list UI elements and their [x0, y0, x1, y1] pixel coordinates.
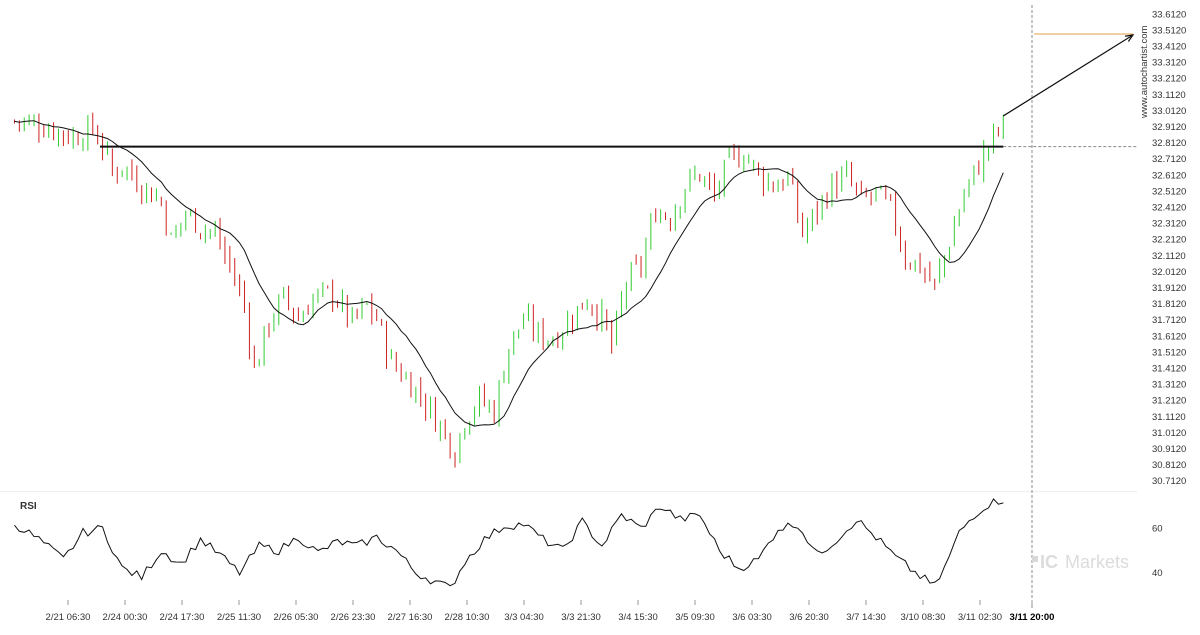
price-tick-label: 32.1120	[1152, 251, 1186, 262]
time-label: 2/26 23:30	[331, 612, 376, 623]
price-tick-label: 31.2120	[1152, 396, 1186, 407]
price-tick-label: 30.8120	[1152, 460, 1186, 471]
time-label: 2/24 00:30	[103, 612, 148, 623]
moving-average-line	[14, 120, 1004, 427]
price-tick-label: 33.3120	[1152, 58, 1186, 69]
rsi-panel: RSI 60 40	[14, 498, 1163, 587]
price-tick-label: 31.6120	[1152, 331, 1186, 342]
time-label-current: 3/11 20:00	[1010, 612, 1055, 623]
brand-watermark: IC Markets	[1032, 552, 1129, 572]
time-label: 3/3 21:30	[561, 612, 601, 623]
time-label: 3/5 09:30	[675, 612, 715, 623]
price-tick-label: 30.7120	[1152, 476, 1186, 487]
time-label: 2/21 06:30	[46, 612, 91, 623]
time-label: 2/28 10:30	[445, 612, 490, 623]
price-tick-label: 31.0120	[1152, 428, 1186, 439]
price-tick-label: 33.1120	[1152, 90, 1186, 101]
rsi-tick-label: 40	[1152, 568, 1163, 579]
moving-average	[14, 120, 1004, 427]
time-label: 3/7 14:30	[846, 612, 886, 623]
rsi-tick-label: 60	[1152, 523, 1163, 534]
price-tick-label: 32.6120	[1152, 170, 1186, 181]
price-tick-label: 33.2120	[1152, 74, 1186, 85]
price-tick-label: 32.7120	[1152, 154, 1186, 165]
forecast-arrow	[1002, 34, 1134, 117]
price-tick-label: 32.3120	[1152, 219, 1186, 230]
price-tick-label: 32.8120	[1152, 138, 1186, 149]
price-tick-label: 33.4120	[1152, 42, 1186, 53]
price-tick-label: 31.3120	[1152, 380, 1186, 391]
time-label: 2/24 17:30	[160, 612, 205, 623]
price-tick-label: 33.6120	[1152, 9, 1186, 20]
price-axis: 33.6120 33.5120 33.4120 33.3120 33.2120 33.11…	[1152, 9, 1186, 487]
price-tick-label: 33.5120	[1152, 25, 1186, 36]
price-tick-label: 31.8120	[1152, 299, 1186, 310]
time-label: 2/26 05:30	[274, 612, 319, 623]
website-watermark: www.autochartist.com	[1139, 26, 1150, 119]
time-label: 3/6 20:30	[789, 612, 829, 623]
time-axis: 2/21 06:30 2/24 00:30 2/24 17:30 2/25 11:30…	[46, 600, 1055, 623]
price-tick-label: 31.9120	[1152, 283, 1186, 294]
time-label: 3/10 08:30	[901, 612, 946, 623]
levels	[100, 5, 1137, 610]
price-tick-label: 32.4120	[1152, 203, 1186, 214]
forecast-arrow-head	[1125, 34, 1135, 42]
price-tick-label: 31.4120	[1152, 364, 1186, 375]
price-tick-label: 33.0120	[1152, 106, 1186, 117]
price-tick-label: 31.1120	[1152, 412, 1186, 423]
price-tick-label: 32.2120	[1152, 235, 1186, 246]
brand-prefix: IC	[1040, 552, 1058, 572]
time-label: 2/27 16:30	[388, 612, 433, 623]
price-tick-label: 32.9120	[1152, 122, 1186, 133]
price-tick-label: 31.7120	[1152, 315, 1186, 326]
time-label: 3/3 04:30	[504, 612, 544, 623]
price-tick-label: 32.5120	[1152, 186, 1186, 197]
price-tick-label: 31.5120	[1152, 347, 1186, 358]
rsi-line	[14, 498, 1004, 587]
price-tick-label: 32.0120	[1152, 267, 1186, 278]
brand-suffix: Markets	[1065, 552, 1129, 572]
time-label: 3/11 02:30	[958, 612, 1002, 623]
brand-mark-square	[1032, 556, 1038, 562]
time-label: 3/4 15:30	[618, 612, 658, 623]
price-tick-label: 30.9120	[1152, 444, 1186, 455]
time-label: 2/25 11:30	[217, 612, 261, 623]
time-label: 3/6 03:30	[732, 612, 772, 623]
candles	[13, 112, 1004, 468]
rsi-label: RSI	[20, 501, 37, 512]
